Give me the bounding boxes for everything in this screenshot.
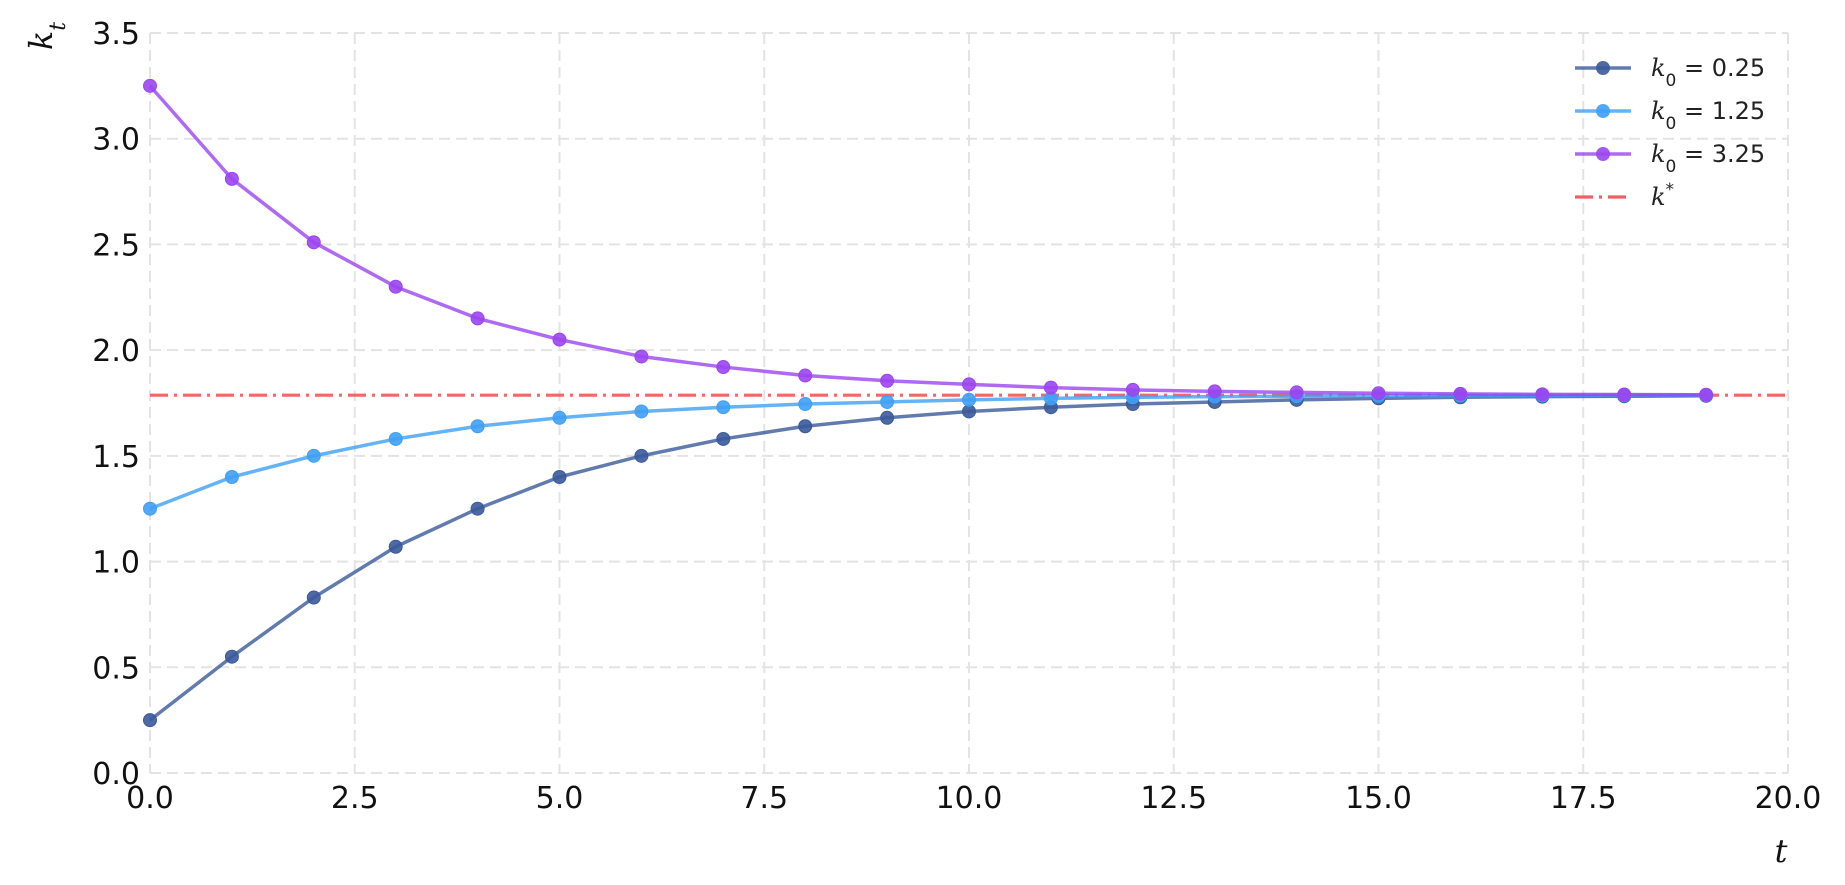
series-point [962,377,976,392]
series-group [143,78,1714,728]
y-axis-label: kt [22,22,71,50]
series-point [634,404,649,419]
series-point [552,410,567,425]
series-point [1125,382,1140,397]
y-tick-label: 1.0 [92,546,140,581]
series-point [880,373,895,388]
legend: k0 = 0.25 k0 = 1.25 k0 = 3.25k* [1575,54,1765,211]
legend-label: k0 = 0.25 [1651,54,1765,91]
series-line [148,84,1707,397]
series-point [634,448,649,463]
series-point [1617,387,1632,402]
x-tick-label: 5.0 [536,781,584,816]
series-point [388,279,403,294]
series-point [143,501,157,516]
legend-swatch-marker [1596,104,1610,118]
x-tick-label: 7.5 [740,781,788,816]
legend-label: k* [1651,180,1674,211]
series-point [388,539,403,554]
series-point [1699,387,1714,402]
legend-swatch-marker [1596,147,1610,161]
series-line [149,393,1707,511]
series-point [798,368,813,383]
x-tick-label: 0.0 [126,781,174,816]
series-point [224,171,239,186]
legend-entry: k0 = 0.25 [1575,54,1765,91]
x-axis-label: t [1775,832,1788,870]
legend-label: k0 = 3.25 [1651,140,1765,177]
series-point [388,431,403,446]
series-point [1043,380,1058,395]
series-2 [143,78,1714,402]
series-point [880,410,895,425]
series-line [148,394,1707,722]
series-point [552,470,567,484]
y-tick-label: 3.0 [92,123,140,158]
series-point [224,649,239,664]
series-point [470,419,485,434]
series-point [798,419,813,434]
legend-entry: k0 = 3.25 [1575,140,1765,177]
legend-entry: k0 = 1.25 [1575,97,1765,134]
series-point [962,392,976,407]
series-point [1453,386,1468,401]
x-tick-label: 2.5 [331,781,379,816]
series-point [306,235,321,250]
y-tick-label: 3.5 [92,17,140,52]
series-point [880,394,895,409]
x-axis-ticks: 0.0 2.5 5.0 7.5 10.0 12.5 15.0 17.5 20.0 [126,781,1821,816]
legend-swatch-marker [1596,61,1610,75]
legend-label: k0 = 1.25 [1651,97,1765,134]
series-point [306,590,321,605]
y-tick-label: 1.5 [92,440,140,475]
series-point [1535,387,1550,402]
y-tick-label: 2.0 [92,334,140,369]
x-tick-label: 17.5 [1550,781,1617,816]
x-tick-label: 10.0 [936,781,1003,816]
series-1 [143,388,1714,516]
series-point [716,400,731,415]
y-tick-label: 0.0 [92,757,140,792]
series-point [224,470,239,484]
y-tick-label: 2.5 [92,228,140,263]
series-point [306,448,321,463]
series-0 [143,388,1714,728]
grid [149,32,1789,774]
series-point [1207,384,1222,399]
series-point [1289,385,1304,400]
x-tick-label: 20.0 [1755,781,1822,816]
y-axis-ticks: 0.0 0.5 1.0 1.5 2.0 2.5 3.0 3.5 [92,17,140,792]
series-point [143,78,157,93]
series-point [798,397,813,412]
legend-entry: k* [1575,180,1674,211]
series-point [634,349,649,364]
series-point [716,431,731,446]
series-point [143,713,157,728]
series-point [1371,386,1386,401]
y-tick-label: 0.5 [92,651,140,686]
series-point [552,332,567,347]
series-point [470,311,485,326]
x-tick-label: 15.0 [1345,781,1412,816]
series-point [962,404,976,419]
series-point [470,501,485,516]
series-point [716,360,731,375]
x-tick-label: 12.5 [1140,781,1207,816]
